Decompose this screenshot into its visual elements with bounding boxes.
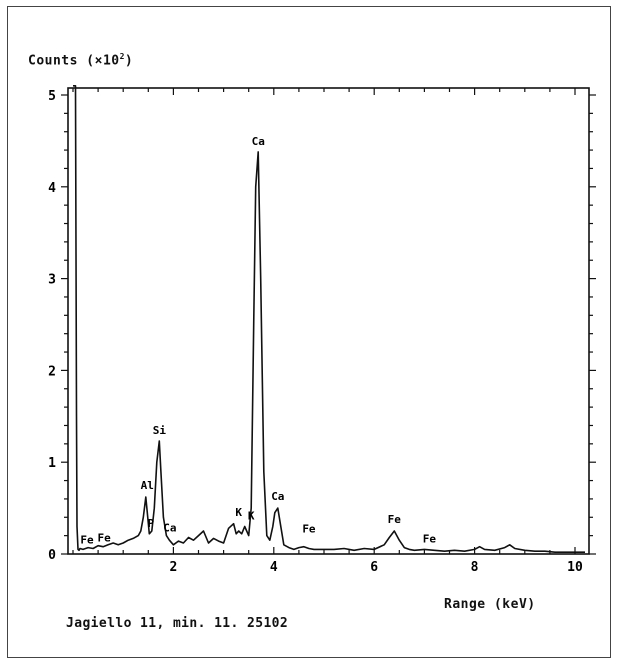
peak-label: Ca [252,135,265,148]
x-tick-label: 4 [270,560,278,575]
y-axis-label: Counts (×102) [28,52,134,69]
y-tick-label: 5 [48,89,56,104]
y-tick-label: 1 [48,456,56,471]
peak-label: Fe [302,522,316,535]
figure-frame [7,6,611,658]
x-tick-label: 2 [169,560,177,575]
peak-label: K [235,506,242,519]
peak-label: Si [153,424,167,437]
peak-label: Ca [271,490,284,503]
x-tick-label: 10 [567,560,583,575]
y-tick-label: 4 [48,181,56,196]
y-tick-label: 3 [48,273,56,288]
x-tick-label: 6 [370,560,378,575]
y-tick-label: 2 [48,364,56,379]
x-tick-label: 8 [471,560,479,575]
figure-caption: Jagiello 11, min. 11. 25102 [66,616,289,631]
peak-label: Fe [80,533,94,546]
peak-label: Ca [163,521,176,534]
peak-label: Fe [97,531,111,544]
peak-label: P [147,517,154,530]
peak-label: Al [141,479,154,492]
peak-label: Fe [423,532,437,545]
peak-label: K [248,509,255,522]
spectrum-line [73,85,585,553]
peak-label: Fe [388,513,402,526]
y-tick-label: 0 [48,548,56,563]
plot-area [67,87,590,555]
x-axis-label: Range (keV) [444,597,536,612]
